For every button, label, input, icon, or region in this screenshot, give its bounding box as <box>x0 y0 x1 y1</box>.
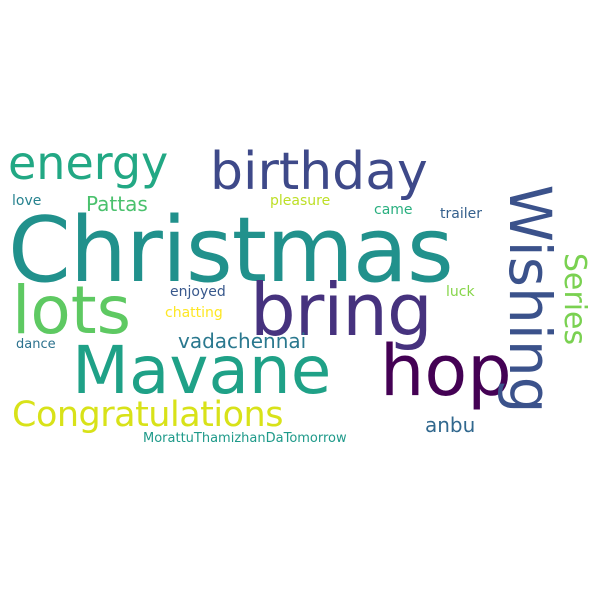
word-wishing: Wishing <box>496 184 564 414</box>
word-enjoyed: enjoyed <box>170 284 226 300</box>
word-love: love <box>12 193 42 209</box>
word-bring: bring <box>250 268 433 352</box>
word-birthday: birthday <box>210 142 428 202</box>
word-luck: luck <box>446 284 475 300</box>
word-trailer: trailer <box>440 206 482 222</box>
word-chatting: chatting <box>165 305 223 321</box>
word-anbu: anbu <box>425 413 476 437</box>
word-hop: hop <box>380 330 512 412</box>
word-congratulations: Congratulations <box>12 395 283 435</box>
word-came: came <box>374 202 413 218</box>
word-vadachennai: vadachennai <box>178 329 307 353</box>
word-morattuthamizhandatomorrow: MorattuThamizhanDaTomorrow <box>143 431 347 446</box>
word-lots: lots <box>12 272 131 349</box>
word-dance: dance <box>16 337 56 352</box>
word-mavane: Mavane <box>72 332 332 409</box>
word-christmas: Christmas <box>8 198 454 303</box>
word-energy: energy <box>8 136 169 190</box>
word-pleasure: pleasure <box>270 193 331 209</box>
word-series: Series <box>557 252 592 346</box>
word-pattas: Pattas <box>86 192 148 216</box>
